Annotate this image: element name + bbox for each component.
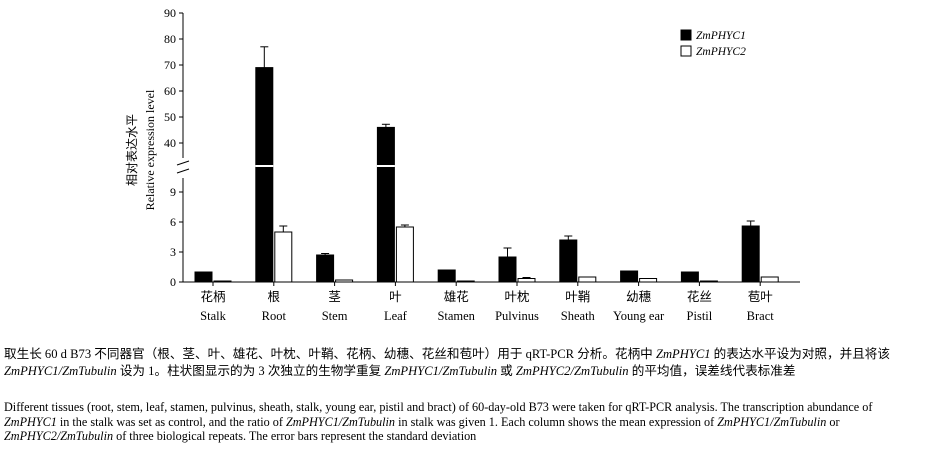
bar-ZmPHYC1 bbox=[741, 225, 760, 283]
axis-break-mark bbox=[176, 160, 190, 166]
caption-chinese: 取生长 60 d B73 不同器官（根、茎、叶、雄花、叶枕、叶鞘、花柄、幼穗、花… bbox=[4, 346, 922, 380]
caption-fragment: 的平均值，误差线代表标准差 bbox=[628, 364, 796, 378]
x-tick-label-english: Pistil bbox=[687, 309, 713, 323]
bar-ZmPHYC1 bbox=[255, 67, 274, 283]
x-tick-label-chinese: 雄花 bbox=[444, 289, 469, 304]
bar-ZmPHYC2 bbox=[699, 280, 718, 283]
caption-fragment: ZmPHYC1 bbox=[655, 347, 711, 361]
x-tick-label-chinese: 花柄 bbox=[200, 289, 225, 304]
legend-swatch bbox=[680, 29, 692, 41]
y-tick-label: 9 bbox=[170, 185, 176, 199]
y-tick-label: 3 bbox=[170, 245, 176, 259]
caption-fragment: 取生长 60 d B73 不同器官（根、茎、叶、雄花、叶枕、叶鞘、花柄、幼穗、花… bbox=[4, 347, 656, 361]
caption-fragment: 或 bbox=[497, 364, 516, 378]
caption-fragment: ZmPHYC1/ZmTubulin bbox=[384, 364, 497, 378]
x-tick-label-english: Stem bbox=[322, 309, 348, 323]
x-tick-label-chinese: 苞叶 bbox=[748, 290, 774, 304]
bar-ZmPHYC1 bbox=[680, 271, 699, 283]
bar-ZmPHYC2 bbox=[395, 226, 414, 283]
bar-ZmPHYC2 bbox=[335, 279, 354, 283]
caption-fragment: in the stalk was set as control, and the… bbox=[56, 414, 286, 429]
x-tick-label-english: Leaf bbox=[384, 309, 408, 323]
caption-fragment: ZmPHYC2/ZmTubulin bbox=[4, 429, 114, 443]
y-tick-label: 40 bbox=[164, 136, 176, 150]
bar-ZmPHYC2 bbox=[639, 278, 658, 283]
bar-ZmPHYC1 bbox=[376, 126, 395, 283]
x-tick-label-chinese: 叶枕 bbox=[504, 289, 530, 304]
bar-ZmPHYC1 bbox=[437, 269, 456, 283]
bar-ZmPHYC2 bbox=[456, 280, 475, 283]
bar-ZmPHYC1 bbox=[316, 254, 335, 283]
expression-bar-chart: 40 50 60 70 80 90 0 3 6 9 相对表达水平 Relative expressio… bbox=[125, 6, 800, 323]
x-tick-label-english: Pulvinus bbox=[495, 309, 539, 323]
y-tick-label: 0 bbox=[170, 275, 176, 289]
x-tick-label-english: Sheath bbox=[561, 309, 596, 323]
caption-fragment: or bbox=[826, 414, 840, 429]
caption-fragment: ZmPHYC1/ZmTubulin bbox=[4, 364, 117, 378]
bar-ZmPHYC1 bbox=[620, 270, 639, 283]
bar-ZmPHYC2 bbox=[760, 276, 779, 283]
caption-english: Different tissues (root, stem, leaf, sta… bbox=[4, 400, 922, 444]
bar-ZmPHYC2 bbox=[517, 278, 536, 283]
y-tick-label: 90 bbox=[164, 6, 176, 20]
x-tick-label-english: Root bbox=[262, 309, 287, 323]
x-tick-label-chinese: 叶鞘 bbox=[565, 290, 590, 304]
x-tick-label-english: Stalk bbox=[200, 309, 226, 323]
y-tick-label: 60 bbox=[164, 84, 176, 98]
axis-break-mark bbox=[176, 168, 190, 174]
caption-fragment: ZmPHYC1/ZmTubulin bbox=[717, 414, 827, 429]
caption-fragment: ZmPHYC1 bbox=[4, 414, 57, 429]
y-tick-label: 80 bbox=[164, 32, 176, 46]
y-axis-label-chinese: 相对表达水平 bbox=[125, 114, 139, 186]
y-tick-label: 50 bbox=[164, 110, 176, 124]
x-tick-label-chinese: 叶 bbox=[389, 290, 402, 304]
caption-fragment: ZmPHYC2/ZmTubulin bbox=[515, 364, 629, 378]
caption-fragment: ZmPHYC1/ZmTubulin bbox=[285, 414, 396, 429]
x-tick-label-chinese: 幼穗 bbox=[626, 290, 652, 304]
legend-label: ZmPHYC1 bbox=[696, 30, 746, 42]
x-tick-label-english: Stamen bbox=[437, 309, 475, 323]
x-tick-label-chinese: 花丝 bbox=[687, 289, 712, 304]
legend-label: ZmPHYC2 bbox=[696, 46, 746, 58]
x-tick-label-english: Bract bbox=[747, 309, 775, 323]
bar-ZmPHYC2 bbox=[213, 280, 232, 283]
bar-ZmPHYC2 bbox=[274, 231, 293, 283]
bar-ZmPHYC1 bbox=[559, 239, 578, 283]
y-tick-label: 6 bbox=[170, 215, 176, 229]
x-tick-label-chinese: 根 bbox=[268, 290, 281, 304]
bar-ZmPHYC2 bbox=[578, 276, 597, 283]
x-tick-label-english: Young ear bbox=[613, 309, 665, 323]
y-tick-label: 70 bbox=[164, 58, 176, 72]
caption-fragment: 设为 1。柱状图显示的为 3 次独立的生物学重复 bbox=[116, 364, 385, 378]
bar-ZmPHYC1 bbox=[194, 271, 213, 283]
legend-swatch bbox=[680, 45, 692, 57]
caption-fragment: of three biological repeats. The error b… bbox=[113, 429, 477, 443]
caption-fragment: 的表达水平设为对照，并且将该 bbox=[710, 347, 890, 361]
y-axis-label-english: Relative expression level bbox=[143, 89, 157, 210]
x-tick-label-chinese: 茎 bbox=[328, 290, 341, 304]
bar-ZmPHYC1 bbox=[498, 256, 517, 283]
caption-fragment: Different tissues (root, stem, leaf, sta… bbox=[4, 400, 873, 414]
caption-fragment: in stalk was given 1. Each column shows … bbox=[395, 414, 718, 429]
